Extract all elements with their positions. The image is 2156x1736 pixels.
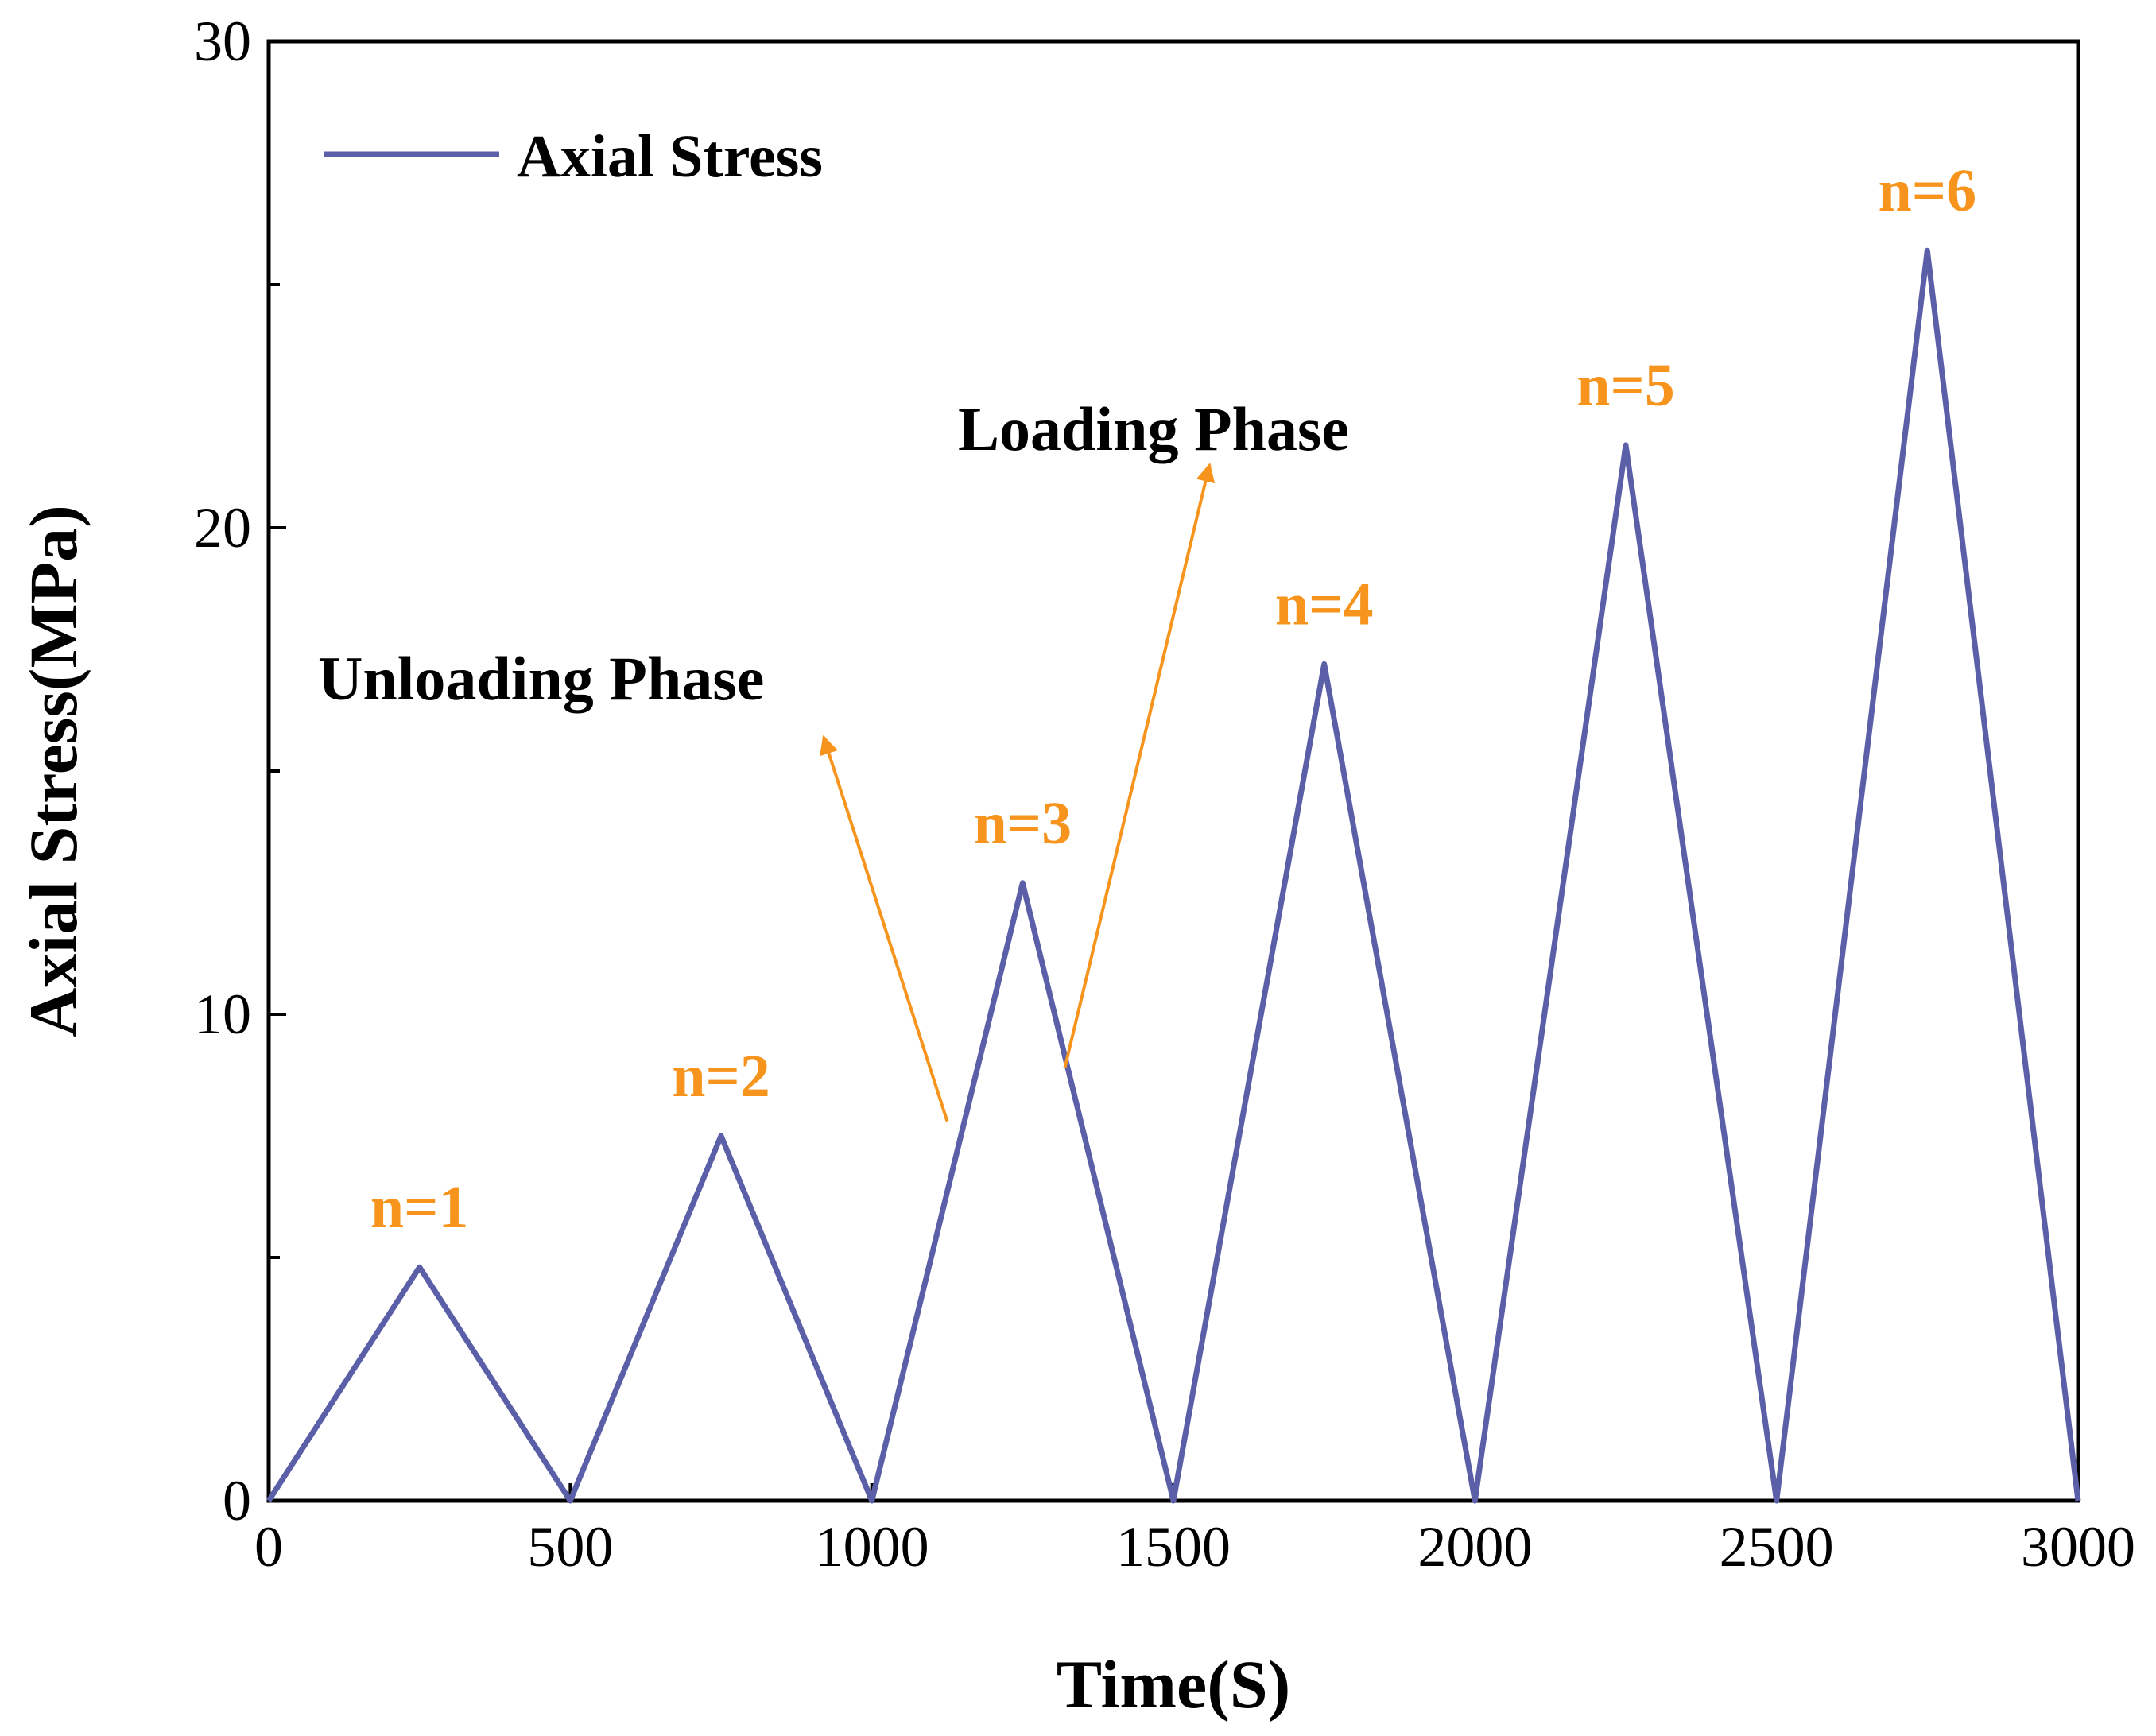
x-tick-label: 500 [527,1515,613,1579]
x-tick-label: 2000 [1417,1515,1532,1579]
x-axis-title: Time(S) [1057,1646,1291,1722]
y-axis-title: Axial Stress(MPa) [15,505,91,1037]
annotation-unloading-phase: Unloading Phase [318,644,764,713]
x-tick-label: 1500 [1116,1515,1231,1579]
annotation-loading-phase: Loading Phase [958,394,1349,463]
y-tick-label: 10 [194,982,251,1046]
cycle-label-2: n=2 [672,1043,770,1110]
x-tick-label: 2500 [1720,1515,1834,1579]
y-tick-label: 30 [194,10,251,73]
x-tick-label: 1000 [815,1515,929,1579]
cycle-labels: n=1 n=2 n=3 n=4 n=5 n=6 [370,157,1976,1241]
x-tick-label: 3000 [2021,1515,2135,1579]
y-axis-ticks: 0 10 20 30 [194,10,286,1533]
cycle-label-3: n=3 [974,790,1072,857]
legend-label-axial-stress: Axial Stress [517,123,823,190]
y-tick-label: 0 [223,1469,251,1533]
cycle-label-5: n=5 [1576,352,1675,419]
annotation-arrow [1063,463,1216,1068]
y-tick-label: 20 [194,496,251,560]
axial-stress-series-line [266,247,2081,1504]
annotation-arrows [820,463,1216,1122]
cycle-label-4: n=4 [1275,571,1374,637]
cycle-label-6: n=6 [1879,157,1977,224]
plot-frame [266,39,2080,1503]
cycle-label-1: n=1 [370,1174,469,1241]
x-axis-ticks: 0 500 1000 1500 2000 2500 3000 [254,1483,2135,1579]
x-tick-label: 0 [254,1515,283,1579]
annotation-arrow [820,734,949,1122]
